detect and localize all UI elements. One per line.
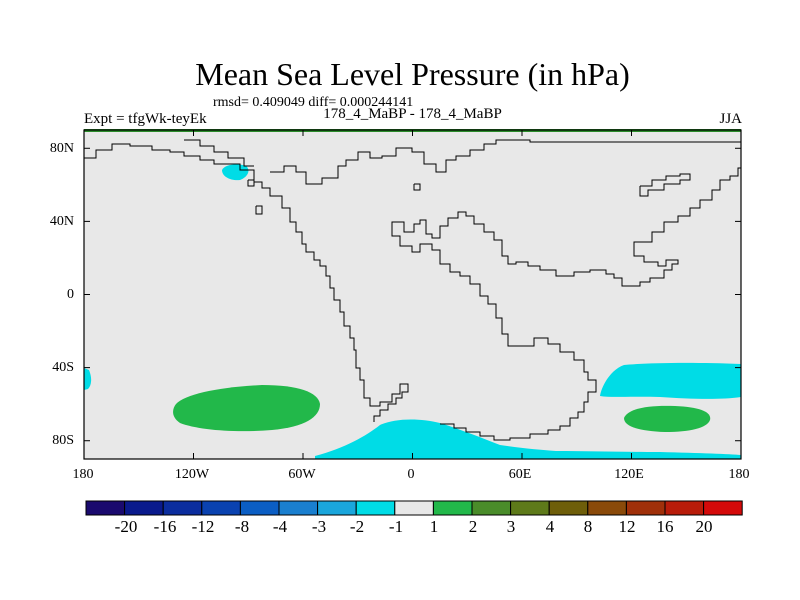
colorbar-swatch: [278, 500, 319, 516]
colorbar-swatch: [394, 500, 434, 516]
map-frame: [83, 129, 742, 460]
colorbar-label: 4: [545, 517, 555, 536]
colorbar-swatch: [162, 500, 203, 516]
colorbar-swatch: [510, 500, 550, 516]
colorbar-label: -2: [349, 517, 365, 536]
colorbar-label: 8: [583, 517, 593, 536]
colorbar-label: 12: [618, 517, 636, 536]
colorbar-swatch: [317, 500, 357, 516]
anomaly-green-south-pacific: [173, 385, 320, 432]
anomaly-green-south-indian: [624, 405, 711, 432]
anomaly-cyan-west-edge: [84, 368, 92, 390]
anomaly-cyan-antarctic-atlantic: [315, 419, 741, 459]
lon-label-120e: 120E: [614, 467, 644, 482]
colorbar-swatch: [201, 500, 241, 516]
colorbar-swatch: [432, 500, 473, 516]
colorbar-label: -3: [311, 517, 327, 536]
colorbar-label: 16: [656, 517, 674, 536]
coastline-island-3: [639, 173, 691, 197]
colorbar-label: 1: [429, 517, 439, 536]
colorbar-swatch: [587, 500, 627, 516]
coastline-islands: [247, 179, 255, 187]
lat-label-0: 0: [67, 287, 74, 302]
lat-label-80s: 80S: [52, 433, 74, 448]
lon-label-60w: 60W: [288, 467, 316, 482]
anomaly-cyan-south-pacific-east: [600, 362, 741, 399]
colorbar-label: -8: [234, 517, 250, 536]
lon-label-180w: 180: [72, 467, 94, 482]
coastline-island-4: [413, 183, 421, 191]
coastlines: [84, 139, 741, 441]
coastline-north-america: [84, 143, 409, 422]
colorbar-label: 3: [506, 517, 516, 536]
colorbar: [85, 500, 743, 516]
colorbar-swatch: [625, 500, 666, 516]
lon-label-60e: 60E: [508, 467, 532, 482]
lon-label-180e: 180: [728, 467, 750, 482]
colorbar-label: 20: [695, 517, 713, 536]
season-label: JJA: [719, 111, 742, 127]
colorbar-swatch: [85, 500, 126, 516]
coastline-north-atlantic: [270, 139, 741, 185]
coastline-eurasia-south: [396, 167, 741, 287]
colorbar-label: -20: [114, 517, 138, 536]
colorbar-label: -12: [191, 517, 215, 536]
lat-label-40n: 40N: [49, 214, 74, 229]
colorbar-swatch: [239, 500, 280, 516]
comparison-label: 178_4_MaBP - 178_4_MaBP: [323, 106, 502, 122]
stats-label: rmsd= 0.409049 diff= 0.000244141: [213, 95, 414, 110]
anomaly-cyan-arctic: [222, 164, 249, 181]
coastline-island-2: [255, 205, 263, 215]
colorbar-swatch: [703, 500, 743, 516]
colorbar-swatch: [664, 500, 705, 516]
colorbar-label: -16: [153, 517, 177, 536]
colorbar-label: 2: [468, 517, 478, 536]
plot-title: Mean Sea Level Pressure (in hPa): [195, 56, 630, 92]
coastline-africa: [391, 221, 597, 441]
colorbar-label: -1: [388, 517, 404, 536]
colorbar-swatch: [471, 500, 512, 516]
colorbar-label: -4: [272, 517, 288, 536]
coastline-greenland-east: [184, 139, 254, 167]
colorbar-swatch: [124, 500, 164, 516]
lon-label-120w: 120W: [174, 467, 210, 482]
lat-label-40s: 40S: [52, 360, 74, 375]
lon-label-0: 0: [407, 467, 415, 482]
colorbar-swatch: [355, 500, 396, 516]
lat-label-80n: 80N: [49, 141, 74, 156]
colorbar-swatch: [548, 500, 589, 516]
experiment-label: Expt = tfgWk-teyEk: [84, 111, 207, 127]
